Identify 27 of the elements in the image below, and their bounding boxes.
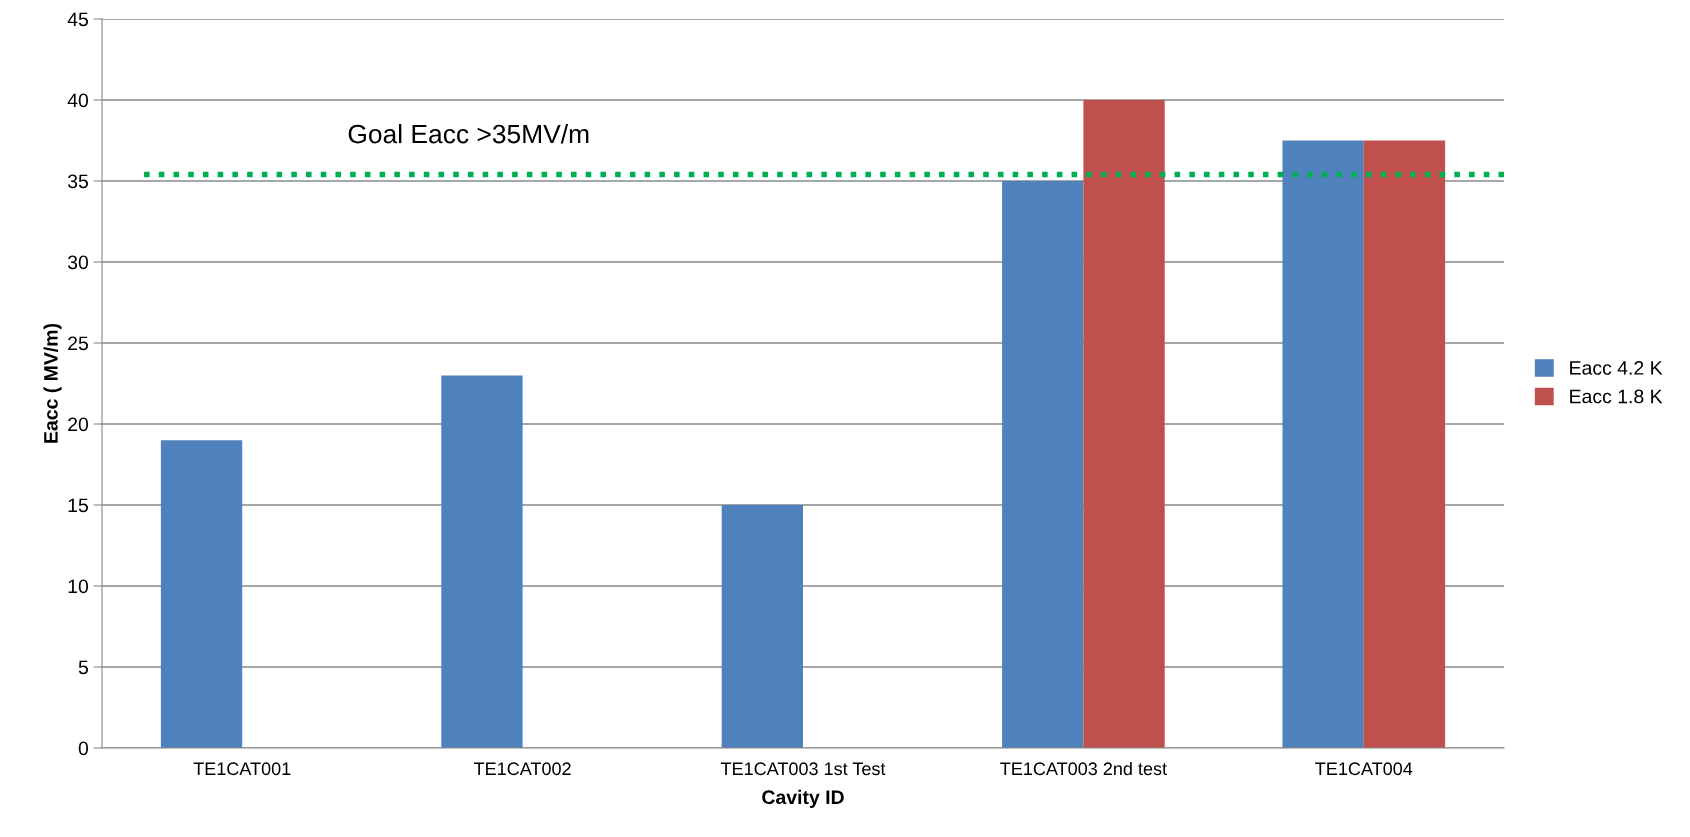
bar (1363, 140, 1446, 748)
y-tick-label: 20 (68, 417, 89, 432)
y-axis-title: Eacc ( MV/m) (43, 323, 62, 443)
bar (1282, 140, 1364, 748)
bar (160, 440, 243, 748)
y-tick-label: 0 (78, 741, 89, 756)
bar (721, 505, 803, 748)
x-tick-label: TE1CAT002 (474, 762, 571, 776)
y-tick-label: 35 (67, 174, 88, 189)
y-tick-label: 25 (68, 336, 88, 351)
bar (1083, 100, 1165, 748)
x-axis-title: Cavity ID (762, 789, 844, 808)
x-tick-label: TE1CAT004 (1315, 762, 1413, 776)
legend-label: Eacc 4.2 K (1570, 361, 1663, 375)
legend-label: Eacc 1.8 K (1570, 389, 1663, 404)
y-tick-label: 40 (67, 93, 89, 108)
y-tick-label: 30 (67, 255, 89, 270)
y-tick-label: 45 (67, 12, 88, 27)
bar (441, 375, 523, 748)
ref-line-label: Goal Eacc >35MV/m (348, 124, 589, 144)
y-tick-label: 15 (68, 498, 88, 513)
x-tick-label: TE1CAT003 2nd test (1000, 761, 1167, 776)
x-tick-label: TE1CAT003 1st Test (720, 762, 886, 776)
y-tick-label: 5 (78, 660, 88, 675)
y-tick-label: 10 (68, 579, 89, 594)
bar (1002, 181, 1084, 748)
x-tick-label: TE1CAT001 (193, 762, 291, 776)
